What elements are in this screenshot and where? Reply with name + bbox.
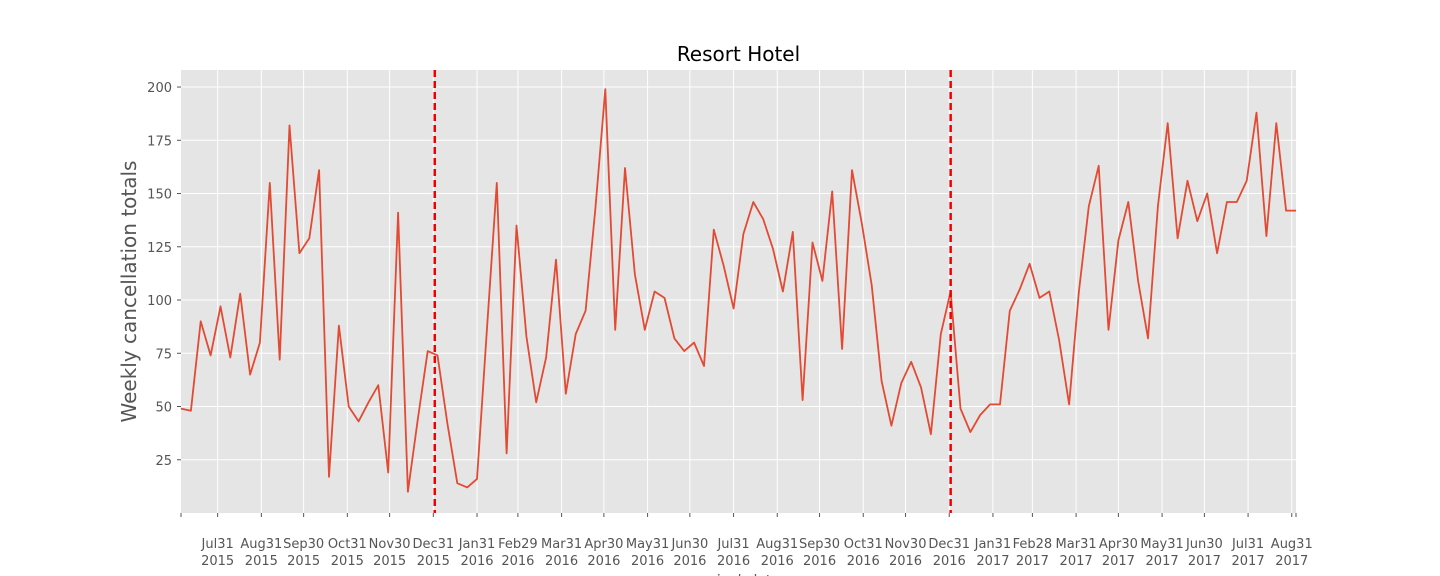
x-tick-label: May31 2016 [626,537,669,569]
y-tick-label: 25 [155,454,172,469]
x-tick-label: Aug31 2015 [240,537,282,569]
y-tick-label: 200 [147,81,172,96]
x-tick-label: Jul31 2017 [1231,537,1265,569]
x-tick-label: Apr30 2017 [1099,537,1138,569]
x-tick-label: Nov30 2016 [885,537,927,569]
grid-lines [181,70,1296,513]
y-tick-label: 100 [147,294,172,309]
x-tick-label: Feb29 2016 [498,537,538,569]
x-tick-label: Aug31 2016 [756,537,798,569]
chart-title: Resort Hotel [677,42,800,66]
x-tick-label: Jul31 2016 [716,537,750,569]
y-tick-label: 150 [147,188,172,203]
x-tick-label: Jan31 2016 [458,537,496,569]
x-tick-label: Dec31 2016 [928,537,970,569]
x-tick-label: Aug31 2017 [1271,537,1313,569]
x-tick-label: Sep30 2016 [799,537,840,569]
x-tick-label: Apr30 2016 [584,537,623,569]
x-tick-label: Oct31 2016 [844,537,883,569]
x-tick-label: Dec31 2015 [412,537,454,569]
x-tick-label: Nov30 2015 [369,537,411,569]
y-tick-label: 125 [147,241,172,256]
plot-area [181,70,1296,513]
series-line [180,88,1296,493]
x-axis-label: arrival_date [697,573,780,576]
y-tick-label: 50 [155,401,172,416]
x-tick-label: Oct31 2015 [328,537,367,569]
y-axis-ticks: 25 50 75 100 125 150 175 200 [147,81,181,469]
x-tick-label: Sep30 2015 [283,537,324,569]
x-tick-label: Jun30 2017 [1185,537,1223,569]
y-axis-label: Weekly cancellation totals [117,161,141,423]
year-boundary-lines [433,70,952,513]
x-tick-label: Jul31 2015 [201,537,235,569]
x-tick-label: Feb28 2017 [1013,537,1053,569]
x-tick-label: Jan31 2017 [974,537,1012,569]
x-tick-label: Mar31 2017 [1056,537,1097,569]
y-tick-label: 75 [155,347,172,362]
x-tick-label: Jun30 2016 [670,537,708,569]
x-tick-label: May31 2017 [1140,537,1183,569]
x-tick-label: Mar31 2016 [541,537,582,569]
y-tick-label: 175 [147,134,172,149]
